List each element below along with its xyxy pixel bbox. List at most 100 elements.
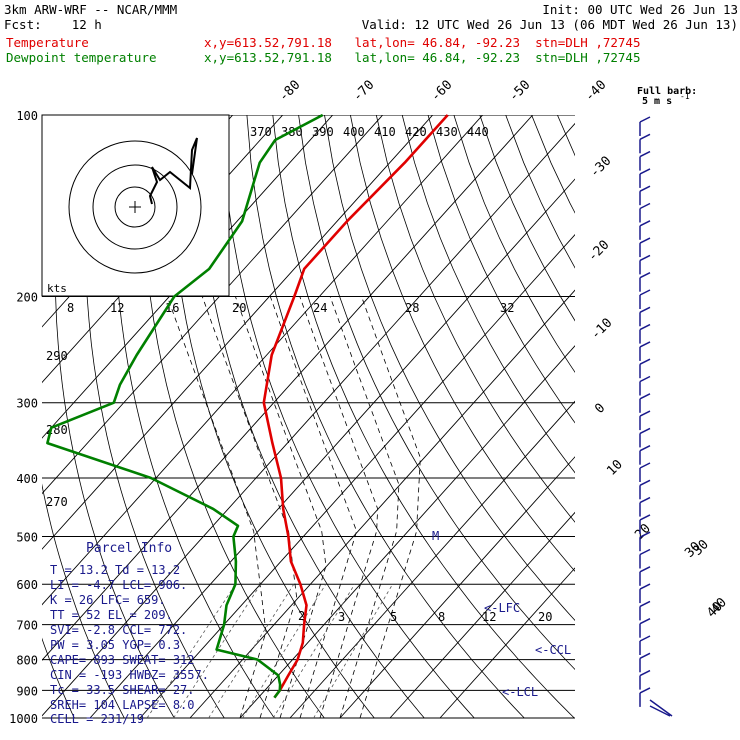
hodograph-units-label: kts: [47, 282, 67, 295]
isotherm-label: 0: [592, 401, 608, 417]
isotherm-line: [439, 567, 575, 719]
isotherm-line: [42, 115, 434, 550]
barb-flag: [639, 669, 651, 677]
barb-flag: [639, 133, 651, 140]
mixing-ratio-line: [173, 584, 262, 719]
isotherm-line: [239, 345, 575, 719]
mixing-ratio-label: 5: [390, 610, 397, 624]
barb-flag: [639, 600, 651, 608]
isotherm-line: [139, 233, 575, 719]
dry-adiabat: [453, 115, 575, 373]
dry-adiabat: [42, 483, 125, 719]
wind-barbs: Full barb:5 m s -1: [637, 86, 697, 717]
isotherm-label: 20: [632, 521, 654, 543]
wind-barb: [639, 427, 651, 448]
level-marker: <-CCL: [535, 643, 571, 657]
mixing-ratio-line: [313, 584, 393, 719]
hodograph-ring: [92, 164, 178, 250]
moist-adiabat: [235, 296, 327, 719]
dry-adiabat: [246, 115, 525, 719]
hodo-scale-label: 24: [313, 301, 327, 315]
moist-adiabat: [269, 296, 358, 719]
barb-flag: [639, 358, 651, 365]
parcel-row-2: LI = -4.7 LCL= 906.: [50, 578, 187, 592]
isotherm-label: -30: [587, 154, 614, 181]
dewpoint-location: x,y=613.52,791.18 lat,lon= 46.84, -92.23…: [204, 50, 641, 65]
barb-flag: [639, 479, 651, 486]
barb-flag: [639, 462, 651, 469]
isotherm-label: 10: [604, 457, 626, 479]
barb-flag: [639, 427, 651, 435]
mixing-ratio-line: [208, 584, 295, 719]
barb-flag: [639, 496, 651, 504]
isotherm-line: [189, 289, 575, 719]
parcel-row-3: K = 26 LFC= 659.: [50, 593, 166, 607]
barb-flag: [639, 220, 651, 227]
hodograph-ring: [68, 140, 202, 274]
barb-flag: [639, 254, 651, 262]
theta-side-label: 270: [46, 495, 68, 509]
sounding-curves: [46, 113, 449, 699]
wind-barb: [639, 618, 651, 638]
barb-flag: [639, 514, 651, 521]
isotherm-line: [389, 511, 575, 719]
parcel-row-11: CELL = 231/19: [50, 712, 144, 726]
full-barb-label: Full barb:: [637, 86, 697, 97]
isotherm-label: -10: [588, 316, 615, 343]
isotherm-line: [42, 115, 334, 439]
barb-flag: [639, 410, 651, 417]
parcel-row-4: TT = 52 EL = 209.: [50, 608, 173, 622]
theta-label: 390: [312, 125, 334, 139]
forecast-hour: Fcst: 12 h: [4, 17, 102, 32]
dry-adiabat: [54, 115, 175, 719]
barb-flag: [639, 150, 651, 158]
wind-barb: [639, 462, 651, 482]
barb-flag: [639, 652, 651, 659]
wind-barb: [639, 531, 651, 552]
init-time: Init: 00 UTC Wed 26 Jun 13: [542, 2, 738, 17]
level-marker: <-LFC: [484, 601, 520, 615]
barb-flag: [639, 202, 651, 210]
dry-adiabat: [168, 115, 375, 719]
barb-flag: [639, 393, 651, 400]
wind-barb: [639, 202, 651, 223]
theta-label: 440: [467, 125, 489, 139]
barb-flag: [639, 583, 651, 590]
moist-adiabat: [329, 296, 400, 719]
barb-flag: [639, 566, 651, 573]
dry-adiabat: [220, 115, 475, 719]
dry-adiabat: [141, 115, 325, 719]
barb-flag: [639, 687, 651, 694]
isotherm-label: -60: [428, 78, 455, 105]
moist-adiabat: [359, 296, 421, 719]
barb-flag: [639, 635, 651, 642]
theta-label: 410: [374, 125, 396, 139]
wind-barb: [639, 687, 651, 707]
wind-barb: [639, 150, 651, 171]
parcel-row-5: SVI= -2.8 CCL= 772.: [50, 623, 187, 637]
wind-barb: [639, 600, 651, 621]
mixing-ratio-label: 2: [298, 609, 305, 623]
wind-barb: [639, 289, 651, 309]
temperature-location: x,y=613.52,791.18 lat,lon= 46.84, -92.23…: [204, 35, 641, 50]
hodograph-ring: [114, 186, 156, 228]
pressure-tick-200: 200: [16, 291, 38, 305]
wind-barb: [639, 566, 651, 586]
full-barb-exponent: -1: [680, 92, 690, 101]
wind-barb: [639, 237, 651, 258]
valid-time: Valid: 12 UTC Wed 26 Jun 13 (06 MDT Wed …: [361, 17, 738, 32]
barb-flag: [639, 548, 651, 556]
isotherm-line: [89, 178, 575, 719]
wind-barb: [639, 479, 651, 500]
pressure-tick-700: 700: [16, 619, 38, 633]
wind-barb: [639, 652, 651, 673]
model-title: 3km ARW-WRF -- NCAR/MMM: [4, 2, 178, 17]
pressure-tick-900: 900: [16, 684, 38, 698]
pressure-tick-800: 800: [16, 654, 38, 668]
parcel-info-panel: Parcel Info T = 13.2 Td = 13.2 LI = -4.7…: [50, 541, 209, 726]
barb-flag: [639, 341, 651, 348]
level-marker: M: [432, 529, 439, 543]
hodo-scale-label: 32: [500, 301, 514, 315]
moist-adiabat: [299, 296, 379, 719]
